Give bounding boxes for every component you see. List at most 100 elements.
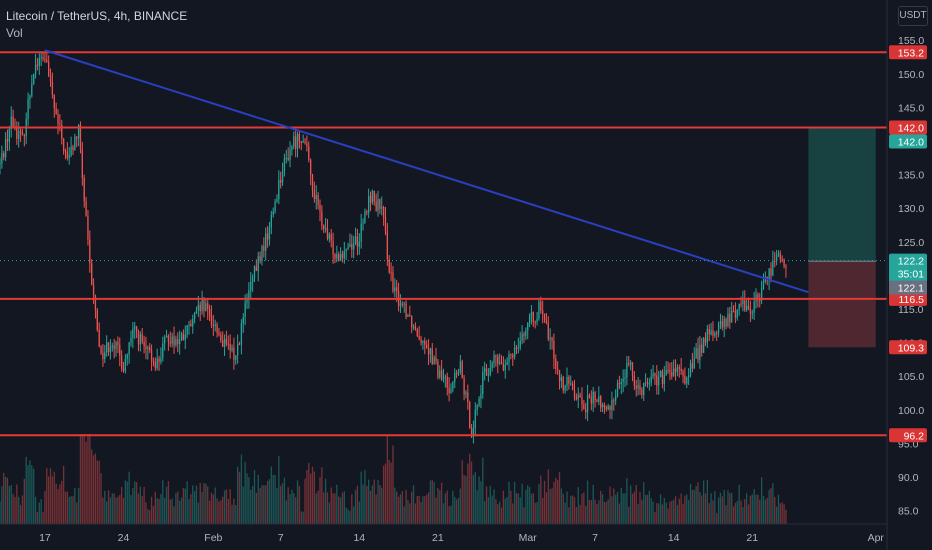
volume-bar [203, 482, 205, 524]
candle-body [74, 136, 76, 151]
volume-bar [738, 484, 740, 524]
volume-bar [38, 502, 40, 524]
volume-bar [34, 496, 37, 524]
volume-bar [467, 463, 469, 524]
volume-bar [654, 512, 656, 524]
candle-body [633, 375, 636, 386]
candle-body [734, 311, 737, 318]
trend-line-group[interactable] [0, 49, 887, 294]
candle-body [530, 312, 533, 316]
candle-body [527, 322, 529, 331]
candle-body [568, 376, 570, 384]
profit-zone[interactable] [808, 127, 876, 262]
candle-body [661, 371, 664, 385]
candle-body [317, 195, 319, 205]
candle-body [601, 404, 604, 408]
candle-body [439, 370, 441, 378]
volume-bar [76, 502, 78, 524]
volume-bar [407, 499, 409, 524]
volume-indicator-label[interactable]: Vol [6, 26, 23, 40]
candle-body [540, 301, 542, 311]
prev-price-text: 122.1 [898, 283, 924, 295]
volume-bar [208, 500, 211, 524]
candle-body [291, 146, 293, 150]
candle-body [699, 344, 701, 360]
candle-body [588, 395, 591, 398]
candle-body [76, 136, 78, 139]
volume-bar [777, 494, 780, 524]
volume-bar [478, 476, 480, 524]
volume-bar [167, 481, 170, 524]
volume-bar [583, 492, 585, 524]
candle-body [605, 407, 607, 410]
candle-body [603, 404, 606, 408]
candle-body [500, 362, 503, 365]
loss-zone[interactable] [808, 261, 876, 348]
volume-bar [396, 491, 398, 524]
candle-body [534, 322, 536, 324]
volume-bar [199, 482, 201, 524]
volume-bar [740, 500, 742, 524]
candle-body [396, 287, 398, 292]
volume-bar [682, 503, 684, 524]
volume-bar [648, 490, 650, 524]
volume-bar [667, 508, 669, 524]
volume-bar [440, 482, 443, 524]
candle-body [727, 313, 729, 327]
volume-bar [637, 503, 639, 524]
volume-bar [351, 494, 353, 524]
volume-bar [51, 476, 54, 524]
candle-body [345, 249, 347, 252]
candle-body [566, 376, 568, 387]
candle-body [72, 146, 74, 151]
volume-bar [139, 486, 142, 524]
volume-bar [323, 492, 325, 524]
volume-bar [53, 471, 55, 524]
target-tag-text: 142.0 [898, 137, 924, 149]
volume-bar [495, 499, 497, 524]
horizontal-levels[interactable] [0, 51, 887, 437]
volume-bar [783, 504, 785, 524]
candle-body [1, 153, 3, 164]
candle-body [446, 376, 448, 388]
symbol-title[interactable]: Litecoin / TetherUS, 4h, BINANCE [6, 9, 188, 23]
volume-bar [113, 493, 115, 524]
volume-bar [281, 483, 284, 524]
candle-body [611, 400, 613, 411]
candle-body [104, 352, 106, 359]
candle-body [388, 259, 390, 273]
volume-bar [525, 489, 527, 524]
candle-body [774, 260, 776, 262]
candle-body [19, 130, 22, 133]
candle-body [216, 324, 218, 333]
trend-line[interactable] [44, 49, 809, 294]
candle-body [113, 345, 115, 350]
candle-body [242, 316, 244, 324]
candle-body [178, 340, 181, 345]
volume-bar [4, 476, 7, 524]
time-axis[interactable]: 17 24 Feb 7 14 21 Mar 7 14 21 Apr [39, 532, 884, 544]
candle-body [532, 312, 534, 323]
countdown-text: 35:01 [898, 269, 924, 281]
volume-bar [367, 479, 370, 524]
volume-bar [102, 497, 104, 524]
candle-body [6, 139, 9, 142]
candle-body [418, 336, 420, 340]
candle-body [656, 375, 658, 386]
volume-bar [253, 470, 256, 524]
volume-bar [418, 495, 420, 524]
candle-body [409, 315, 411, 317]
volume-bar [506, 496, 508, 524]
volume-bar [772, 483, 774, 524]
volume-bar [165, 486, 168, 524]
volume-bar [594, 499, 596, 524]
candle-body [44, 58, 46, 60]
volume-bar [476, 490, 478, 524]
volume-bar [665, 502, 667, 524]
volume-bar [542, 497, 544, 524]
volume-bar [701, 495, 703, 524]
currency-button[interactable]: USDT [898, 6, 928, 26]
candle-body [334, 254, 336, 259]
